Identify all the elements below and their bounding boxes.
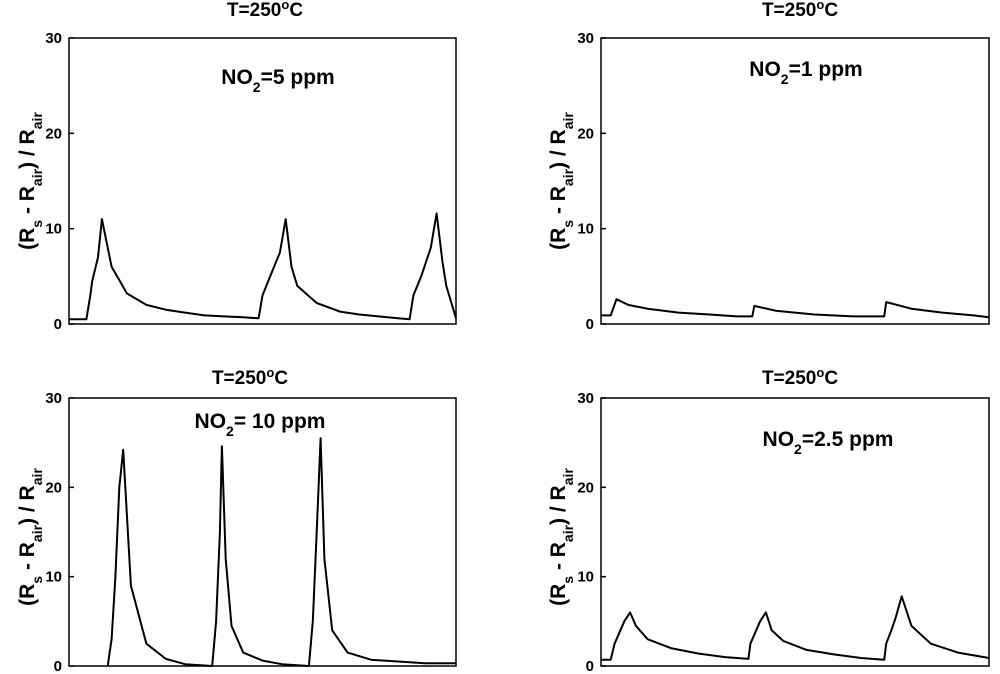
series-layer [601, 595, 990, 661]
concentration-annotation: NO2=1 ppm [749, 58, 862, 87]
y-tick-label: 30 [45, 30, 62, 47]
y-tick-label: 0 [586, 316, 594, 333]
y-tick-label: 20 [45, 125, 62, 142]
chart-panel-no2-10ppm: T=250oC (Rs - Rair) / Rair NO2= 10 ppm 0… [16, 365, 457, 674]
plot-frame [68, 37, 457, 325]
y-ticks: 0 10 20 30 [45, 30, 74, 333]
plot-frame [600, 37, 990, 325]
series-layer [69, 212, 457, 321]
concentration-annotation: NO2=2.5 ppm [763, 428, 894, 457]
y-tick-label: 10 [577, 569, 594, 586]
series-line [601, 595, 990, 661]
series-line [69, 212, 457, 321]
y-axis-label: (Rs - Rair) / Rair [16, 468, 45, 606]
plot-frame [600, 397, 990, 667]
y-tick-label: 0 [54, 316, 62, 333]
panel-title: T=250oC [212, 365, 288, 390]
y-tick-label: 30 [577, 390, 594, 407]
chart-panel-no2-5ppm: T=250oC (Rs - Rair) / Rair NO2=5 ppm 0 10… [16, 0, 457, 333]
series-layer [106, 437, 456, 667]
y-ticks: 0 10 20 30 [577, 390, 606, 674]
series-line [106, 437, 456, 667]
y-ticks: 0 10 20 30 [577, 30, 606, 333]
panel-title: T=250oC [762, 365, 838, 390]
panel-title: T=250oC [762, 0, 838, 21]
y-ticks: 0 10 20 30 [45, 390, 74, 674]
y-tick-label: 0 [54, 658, 62, 674]
plot-frame [68, 397, 457, 667]
y-tick-label: 10 [45, 221, 62, 238]
y-axis-label: (Rs - Rair) / Rair [547, 468, 576, 606]
y-axis-label: (Rs - Rair) / Rair [16, 112, 45, 250]
chart-panel-no2-2-5ppm: T=250oC (Rs - Rair) / Rair NO2=2.5 ppm 0… [547, 365, 990, 674]
y-tick-label: 10 [45, 569, 62, 586]
y-tick-label: 30 [45, 390, 62, 407]
series-layer [601, 298, 990, 319]
concentration-annotation: NO2=5 ppm [221, 66, 334, 95]
series-line [601, 298, 990, 319]
y-tick-label: 30 [577, 30, 594, 47]
panel-title: T=250oC [227, 0, 303, 21]
y-tick-label: 10 [577, 221, 594, 238]
y-tick-label: 20 [577, 479, 594, 496]
y-tick-label: 20 [45, 479, 62, 496]
y-tick-label: 20 [577, 125, 594, 142]
y-tick-label: 0 [586, 658, 594, 674]
chart-panel-no2-1ppm: T=250oC (Rs - Rair) / Rair NO2=1 ppm 0 10… [547, 0, 990, 333]
y-axis-label: (Rs - Rair) / Rair [547, 112, 576, 250]
concentration-annotation: NO2= 10 ppm [195, 410, 326, 439]
